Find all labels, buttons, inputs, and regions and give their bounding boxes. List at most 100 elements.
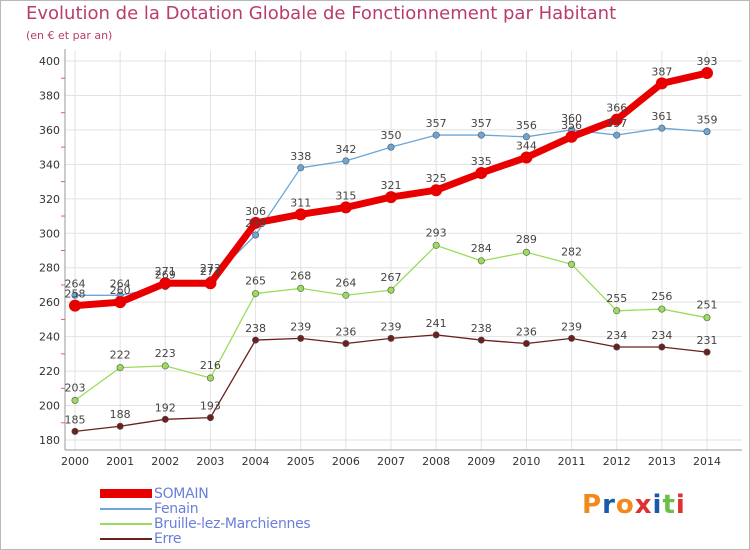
legend-item-fenain: Fenain [100, 500, 199, 517]
logo-letter: i [675, 490, 686, 520]
data-label: 239 [290, 320, 311, 333]
data-point [249, 216, 262, 229]
data-point [613, 131, 621, 139]
data-label: 239 [381, 320, 402, 333]
data-point [522, 133, 530, 141]
y-tick-label: 340 [39, 158, 60, 171]
data-label: 193 [200, 400, 221, 413]
data-label: 268 [290, 269, 311, 282]
data-label: 236 [335, 326, 356, 339]
x-tick-label: 2009 [467, 455, 495, 468]
data-label: 255 [606, 292, 627, 305]
data-label: 271 [155, 265, 176, 278]
data-point [701, 67, 713, 80]
logo-letter: r [602, 490, 616, 520]
data-label: 264 [65, 277, 86, 290]
data-label: 361 [651, 110, 672, 123]
data-point [252, 336, 260, 344]
data-point [703, 128, 711, 136]
x-tick-label: 2007 [377, 455, 405, 468]
data-label: 338 [290, 150, 311, 163]
data-label: 271 [200, 265, 221, 278]
logo-letter: o [615, 490, 635, 520]
data-point [387, 334, 395, 342]
x-tick-label: 2010 [512, 455, 540, 468]
data-label: 366 [606, 102, 627, 115]
data-label: 234 [651, 329, 672, 342]
grid-layer [65, 51, 742, 450]
data-label: 356 [561, 119, 582, 132]
data-point [297, 334, 305, 342]
data-label: 282 [561, 245, 582, 258]
data-label: 311 [290, 196, 311, 209]
data-point [116, 422, 124, 430]
data-label: 360 [561, 112, 582, 125]
y-tick-label: 380 [39, 89, 60, 102]
data-point [520, 151, 533, 164]
data-point [385, 191, 397, 204]
data-label: 387 [651, 65, 672, 78]
data-label: 236 [516, 326, 537, 339]
data-point [294, 208, 307, 221]
data-label: 234 [606, 329, 627, 342]
data-point [703, 314, 711, 322]
data-label: 293 [426, 226, 447, 239]
data-point [252, 290, 260, 298]
data-point [71, 427, 79, 435]
data-point [339, 201, 352, 214]
data-point [432, 131, 440, 139]
data-point [565, 130, 578, 143]
legend-item-erre: Erre [100, 531, 182, 547]
data-point [161, 362, 169, 370]
logo-letter: i [652, 490, 663, 520]
y-tick-label: 320 [39, 193, 60, 206]
legend-label-bruille: Bruille-lez-Marchiennes [154, 515, 311, 532]
data-point [342, 157, 350, 165]
data-label: 321 [381, 179, 402, 192]
data-label: 260 [110, 284, 131, 297]
data-point [613, 307, 621, 315]
axis-layer: 180 200 220 240 260 280 300 320 340 360 380 400 2000… [39, 49, 742, 468]
y-tick-label: 360 [39, 124, 60, 137]
data-label: 289 [516, 233, 537, 246]
chart-title: Evolution de la Dotation Globale de Fonc… [26, 3, 617, 24]
legend-swatch-erre [100, 537, 152, 540]
data-label: 231 [697, 334, 718, 347]
data-label: 238 [471, 322, 492, 335]
x-tick-label: 2003 [196, 455, 224, 468]
data-point [658, 305, 666, 313]
data-label: 357 [606, 117, 627, 130]
data-point [252, 231, 260, 239]
logo-letter: t [662, 490, 676, 520]
data-label: 188 [110, 408, 131, 421]
data-point [71, 291, 79, 299]
y-tick-label: 220 [39, 365, 60, 378]
x-tick-label: 2002 [151, 455, 179, 468]
data-point [159, 277, 172, 290]
data-point [432, 241, 440, 249]
data-point [297, 284, 305, 292]
legend-swatch-bruille [100, 522, 152, 525]
data-point [477, 336, 485, 344]
data-point [387, 286, 395, 294]
data-label: 342 [335, 143, 356, 156]
data-label: 264 [335, 276, 356, 289]
data-point [613, 343, 621, 351]
data-label: 239 [561, 320, 582, 333]
data-point [477, 257, 485, 265]
legend-swatch-somain [100, 489, 152, 498]
data-point [703, 348, 711, 356]
data-label: 357 [426, 117, 447, 130]
data-point [430, 184, 443, 197]
data-label: 325 [426, 172, 447, 185]
data-label: 269 [155, 269, 176, 282]
data-label: 251 [697, 299, 718, 312]
data-label: 350 [381, 129, 402, 142]
data-label: 223 [155, 347, 176, 360]
x-tick-label: 2001 [106, 455, 134, 468]
data-point [568, 334, 576, 342]
x-tick-label: 2014 [693, 455, 721, 468]
legend-item-bruille: Bruille-lez-Marchiennes [100, 515, 311, 532]
legend-label-fenain: Fenain [154, 500, 199, 517]
